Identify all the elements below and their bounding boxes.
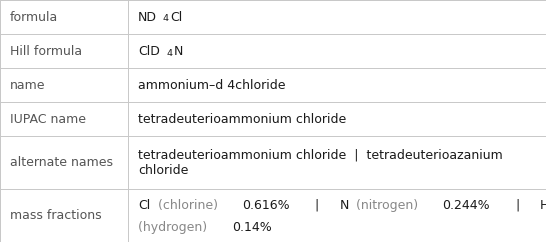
Text: |: | bbox=[503, 198, 532, 212]
Text: tetradeuterioammonium chloride  |  tetradeuterioazanium
chloride: tetradeuterioammonium chloride | tetrade… bbox=[138, 149, 503, 177]
Text: alternate names: alternate names bbox=[10, 156, 113, 169]
Text: name: name bbox=[10, 79, 45, 92]
Text: ND: ND bbox=[138, 11, 157, 23]
Text: formula: formula bbox=[10, 11, 58, 23]
Text: Cl: Cl bbox=[170, 11, 183, 23]
Text: N: N bbox=[174, 45, 183, 58]
Text: N: N bbox=[340, 198, 349, 212]
Text: (chlorine): (chlorine) bbox=[154, 198, 222, 212]
Text: ammonium–d 4chloride: ammonium–d 4chloride bbox=[138, 79, 286, 92]
Text: 4: 4 bbox=[163, 15, 169, 23]
Text: ClD: ClD bbox=[138, 45, 160, 58]
Text: tetradeuterioammonium chloride: tetradeuterioammonium chloride bbox=[138, 113, 346, 126]
Text: |: | bbox=[303, 198, 331, 212]
Text: 0.14%: 0.14% bbox=[233, 221, 272, 234]
Text: mass fractions: mass fractions bbox=[10, 209, 102, 222]
Text: 4: 4 bbox=[167, 49, 173, 58]
Text: 0.616%: 0.616% bbox=[242, 198, 289, 212]
Text: 0.244%: 0.244% bbox=[442, 198, 490, 212]
Text: (nitrogen): (nitrogen) bbox=[352, 198, 422, 212]
Text: Hill formula: Hill formula bbox=[10, 45, 82, 58]
Text: H: H bbox=[540, 198, 546, 212]
Text: (hydrogen): (hydrogen) bbox=[138, 221, 211, 234]
Text: IUPAC name: IUPAC name bbox=[10, 113, 86, 126]
Text: Cl: Cl bbox=[138, 198, 150, 212]
